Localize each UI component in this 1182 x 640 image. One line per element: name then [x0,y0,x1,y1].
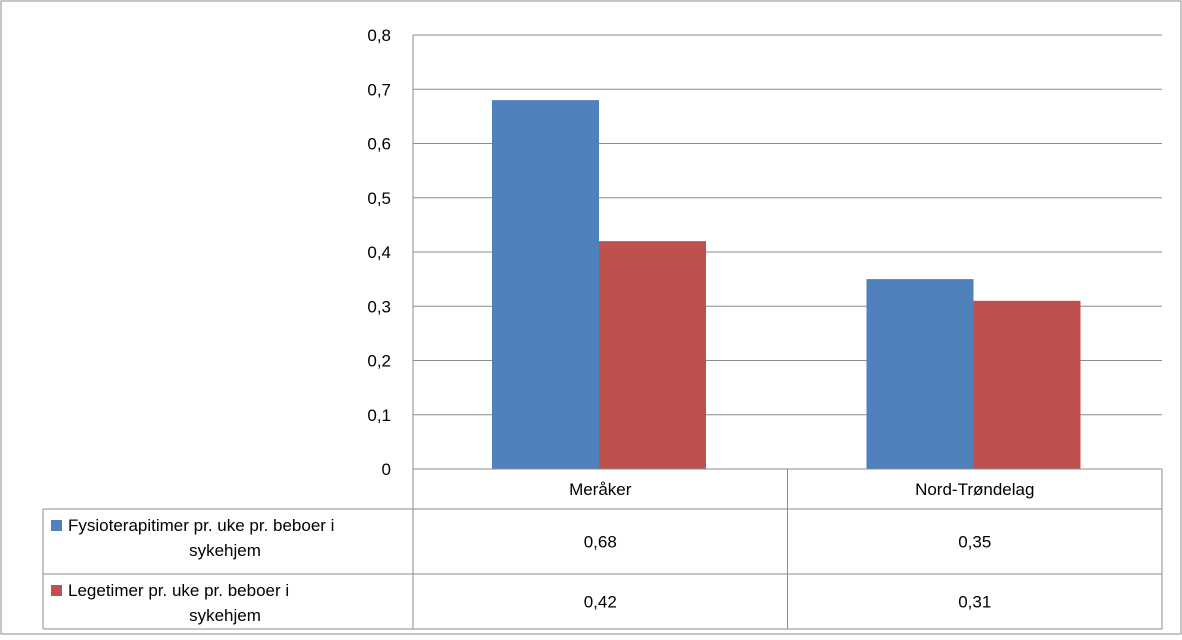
y-tick-label: 0,1 [367,406,391,425]
bar-fysioterapi-1 [492,100,599,469]
series-name: Fysioterapitimer pr. uke pr. beboer i syk… [68,516,334,560]
series-name-line: Fysioterapitimer pr. uke pr. beboer i [68,516,334,535]
y-tick-label: 0,8 [367,26,391,45]
series-name-line: Legetimer pr. uke pr. beboer i [68,581,289,600]
y-tick-label: 0 [382,460,391,479]
legend-key-1 [51,520,62,531]
y-tick-label: 0,7 [367,80,391,99]
y-tick-label: 0,2 [367,352,391,371]
bar-lege-1 [599,241,706,469]
data-label: 0,31 [958,593,991,612]
bar-fysioterapi-2 [866,279,974,469]
y-tick-label: 0,4 [367,243,391,262]
data-label: 0,35 [958,533,991,552]
y-tick-label: 0,6 [367,135,391,154]
y-tick-labels: 0 0,1 0,2 0,3 0,4 0,5 0,6 0,7 0,8 [367,26,391,479]
legend-key-2 [51,585,62,596]
data-label: 0,42 [584,593,617,612]
bar-lege-2 [973,300,1081,469]
category-label: Meråker [569,480,632,499]
series-name-line: sykehjem [189,541,261,560]
y-tick-label: 0,3 [367,297,391,316]
series-name: Legetimer pr. uke pr. beboer i sykehjem [68,581,289,625]
data-table: Meråker Nord-Trøndelag Fysioterapitimer pr… [42,468,1163,630]
data-label: 0,68 [584,533,617,552]
bars [492,100,1081,469]
series-name-line: sykehjem [189,606,261,625]
category-label: Nord-Trøndelag [915,480,1034,499]
y-tick-label: 0,5 [367,189,391,208]
